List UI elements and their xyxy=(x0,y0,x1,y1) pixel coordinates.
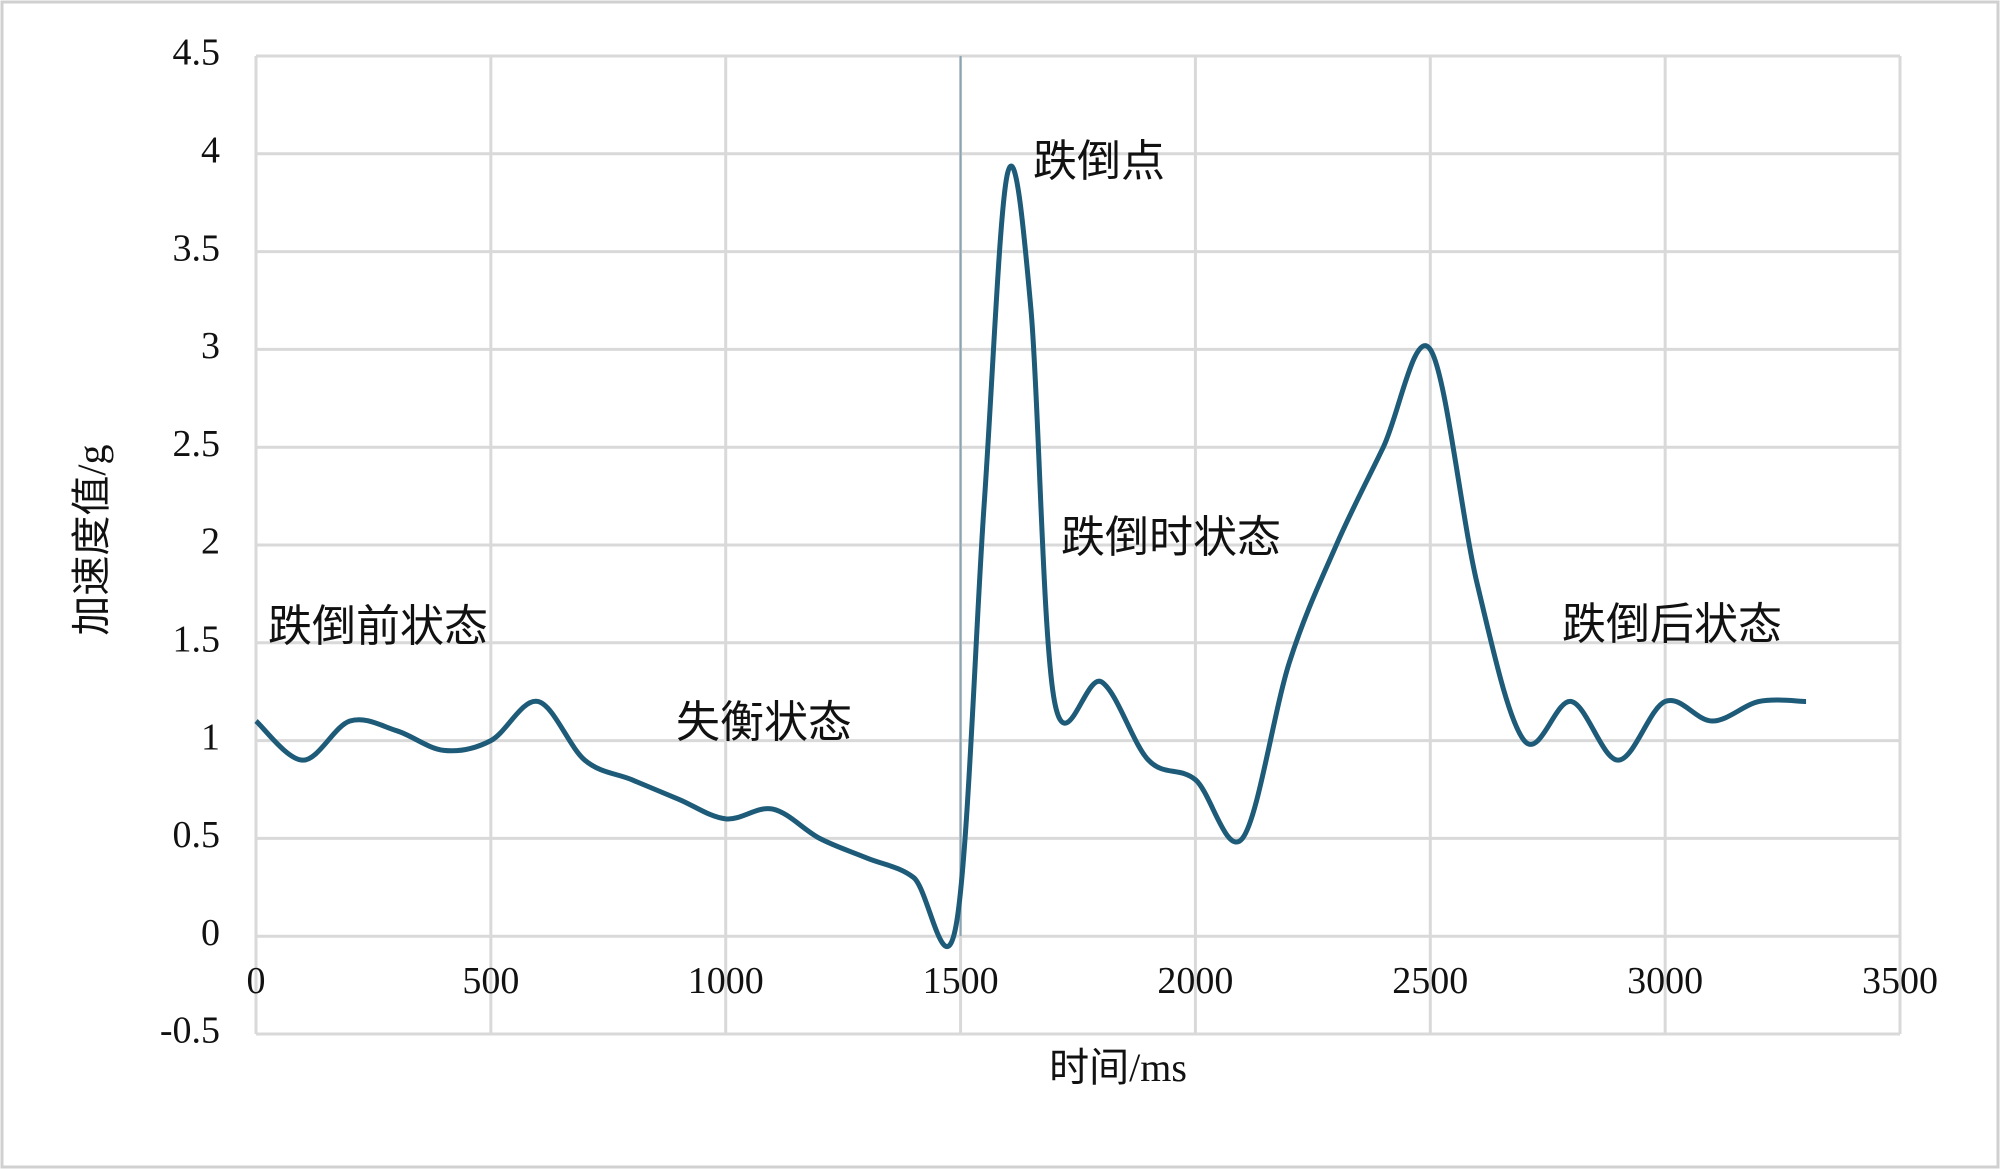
annotation: 跌倒前状态 xyxy=(268,602,488,651)
x-tick-label: 0 xyxy=(247,960,266,1002)
x-axis-label: 时间/ms xyxy=(1049,1045,1187,1090)
x-tick-label: 1000 xyxy=(688,960,764,1002)
y-axis-label: 加速度值/g xyxy=(69,444,114,635)
x-tick-label: 3000 xyxy=(1627,960,1703,1002)
y-tick-label: 1.5 xyxy=(173,619,221,661)
x-tick-label: 2500 xyxy=(1392,960,1468,1002)
x-tick-label: 3500 xyxy=(1862,960,1938,1002)
x-tick-label: 500 xyxy=(462,960,519,1002)
y-tick-label: 4 xyxy=(201,130,220,172)
data-line xyxy=(254,163,1807,949)
annotation: 跌倒后状态 xyxy=(1562,600,1782,649)
x-tick-label: 1500 xyxy=(923,960,999,1002)
y-tick-label: 0.5 xyxy=(173,814,221,856)
y-tick-label: 0 xyxy=(201,912,220,954)
y-tick-label: 3.5 xyxy=(173,227,221,269)
y-tick-label: 1 xyxy=(201,716,220,758)
annotation: 跌倒时状态 xyxy=(1061,513,1281,562)
x-tick-label: 2000 xyxy=(1157,960,1233,1002)
annotation: 跌倒点 xyxy=(1033,137,1165,186)
y-tick-label: 3 xyxy=(201,325,220,367)
annotation: 失衡状态 xyxy=(676,698,852,747)
y-tick-label: 4.5 xyxy=(173,32,221,74)
y-tick-label: 2.5 xyxy=(173,423,221,465)
y-tick-label: 2 xyxy=(201,521,220,563)
y-tick-label: -0.5 xyxy=(160,1010,220,1052)
